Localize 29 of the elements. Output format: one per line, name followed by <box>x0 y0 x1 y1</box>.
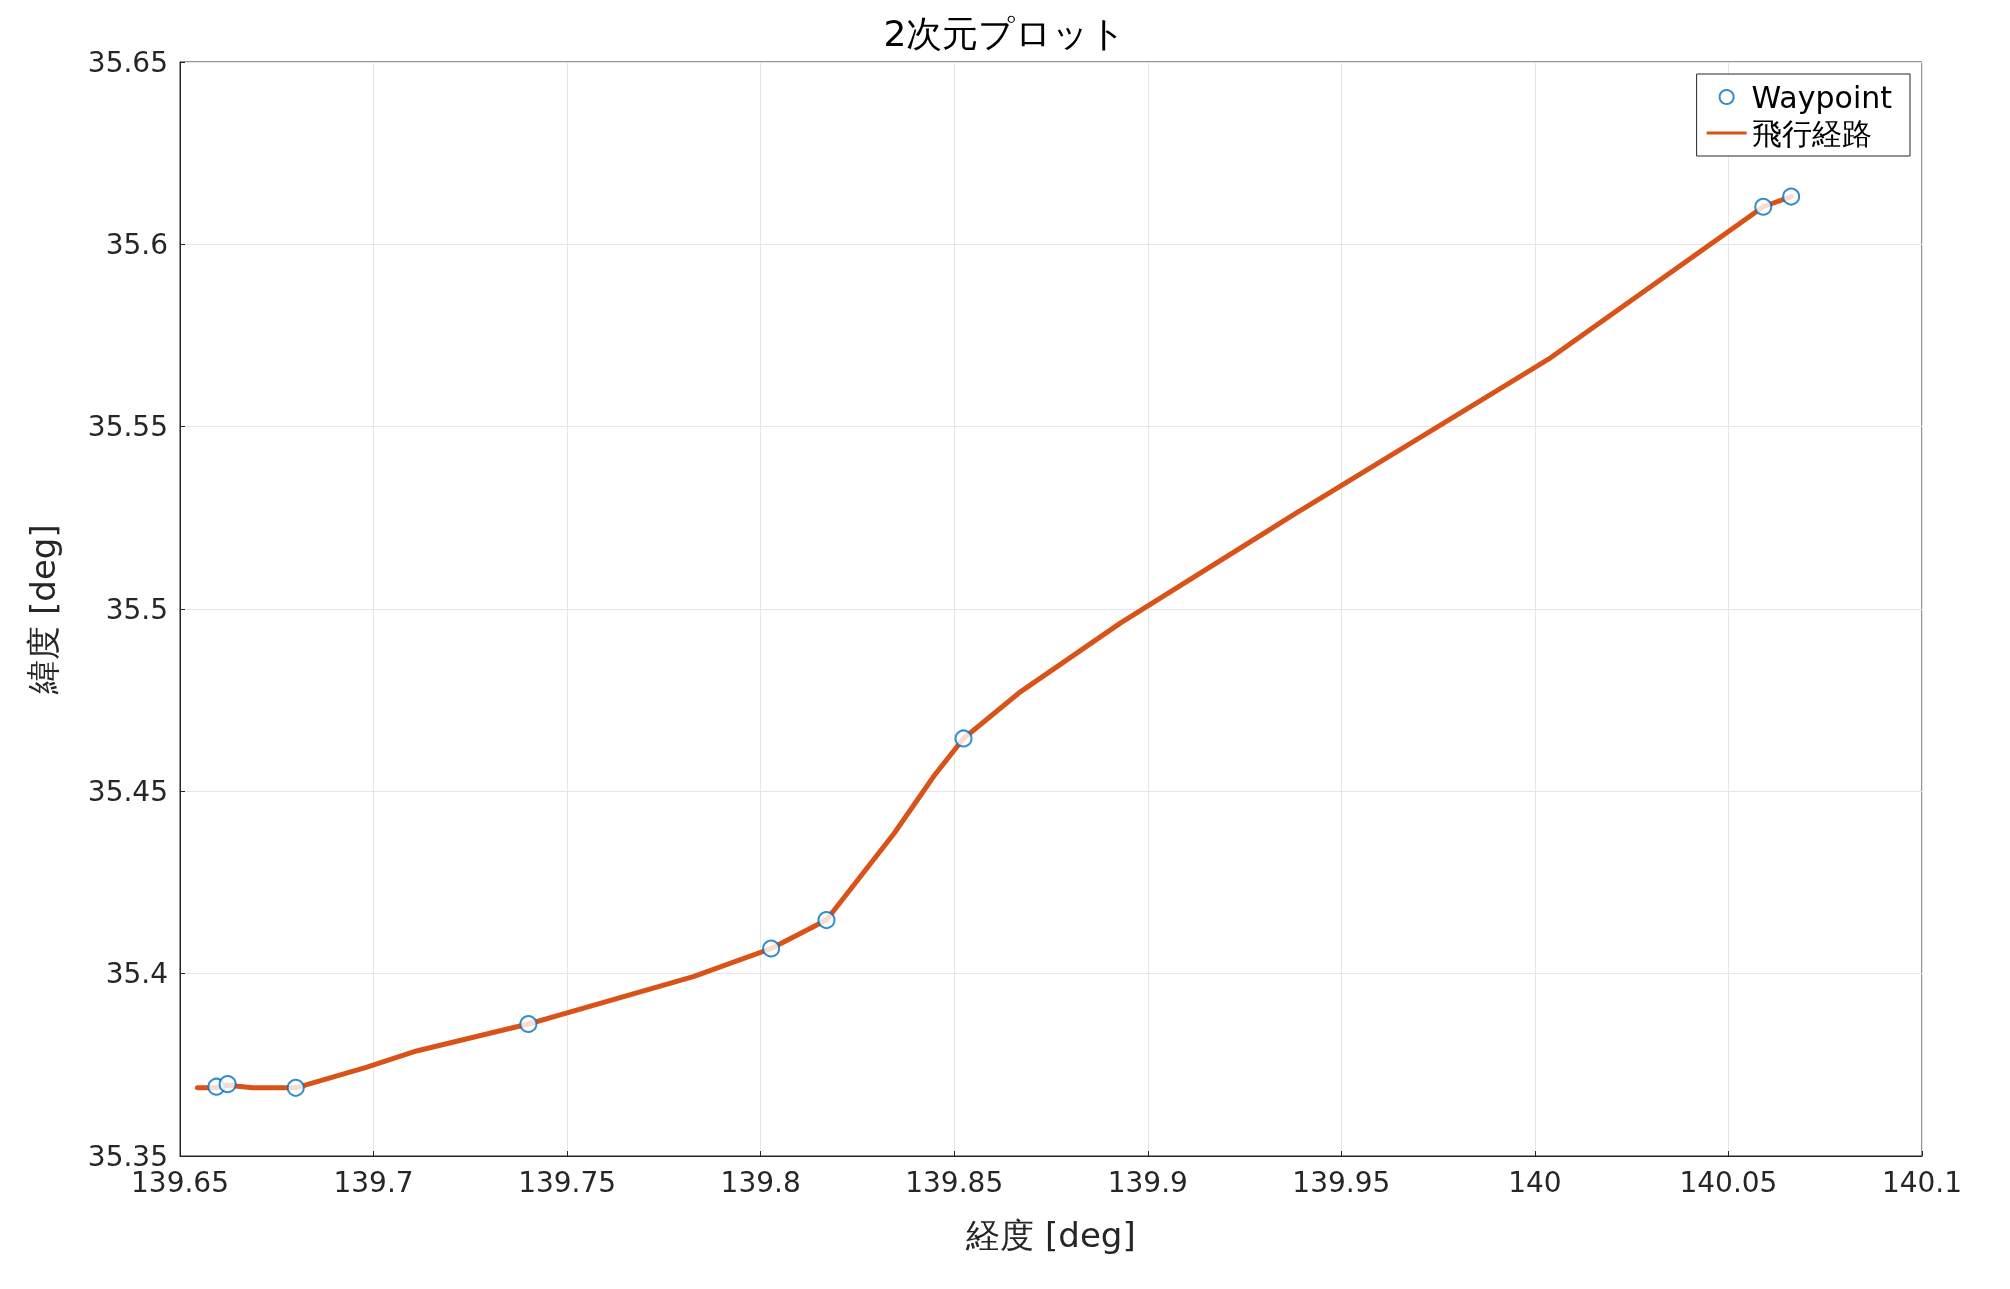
x-tick-label: 140.05 <box>1679 1165 1778 1199</box>
legend-label: 飛行経路 <box>1751 115 1872 151</box>
point <box>1754 197 1773 216</box>
y-tick-label: 35.6 <box>105 227 168 261</box>
x-tick-label: 139.9 <box>1107 1165 1188 1199</box>
x-tick-label: 139.7 <box>333 1165 414 1199</box>
legend-label: Waypoint <box>1751 79 1893 115</box>
x-tick-label: 140.1 <box>1881 1165 1963 1199</box>
y-tick-label: 35.45 <box>87 774 168 808</box>
x-tick-label: 139.85 <box>905 1165 1004 1199</box>
point <box>218 1075 237 1094</box>
point <box>1782 187 1801 206</box>
point <box>954 729 973 748</box>
chart-title: 2次元プロット <box>883 12 1127 54</box>
y-tick-label: 35.65 <box>87 45 168 79</box>
x-tick-label: 139.8 <box>720 1165 801 1199</box>
point <box>817 911 836 930</box>
x-axis-title: 経度 [deg] <box>965 1215 1136 1255</box>
x-tick-label: 139.65 <box>131 1165 229 1199</box>
y-tick-label: 35.5 <box>105 592 168 626</box>
y-axis-title: 緯度 [deg] <box>23 524 63 695</box>
x-tick-label: 140 <box>1508 1165 1562 1199</box>
x-tick-label: 139.75 <box>518 1165 617 1199</box>
point <box>286 1078 305 1097</box>
x-tick-label: 139.95 <box>1292 1165 1391 1199</box>
point <box>762 939 781 958</box>
y-tick-label: 35.55 <box>87 410 168 444</box>
y-tick-label: 35.4 <box>105 957 168 991</box>
point <box>519 1014 538 1033</box>
